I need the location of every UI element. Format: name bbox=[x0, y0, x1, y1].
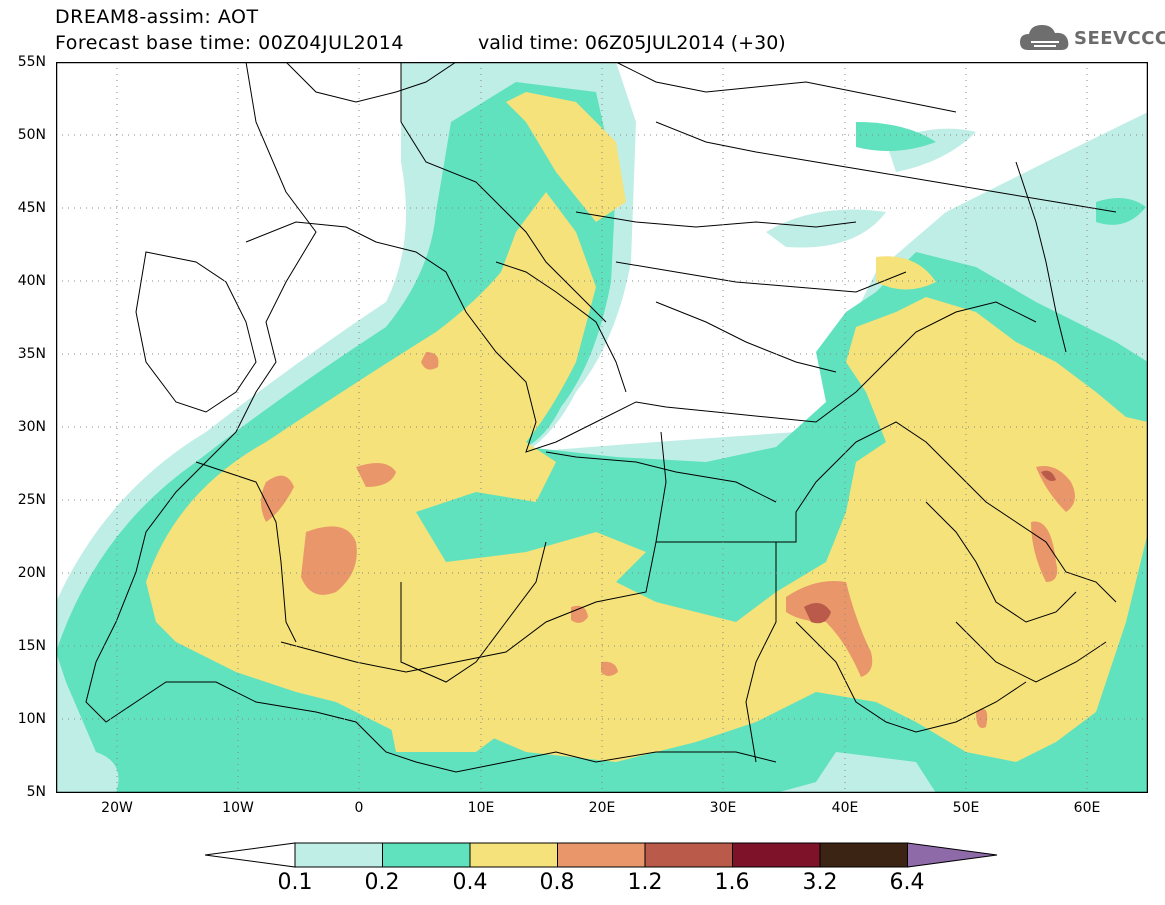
lat-label-45n: 45N bbox=[17, 200, 46, 216]
lat-label-5n: 5N bbox=[26, 784, 46, 800]
colorbar-label-0.2: 0.2 bbox=[364, 870, 400, 895]
country-boundaries bbox=[85, 62, 1117, 773]
colorbar-segment-0.1 bbox=[294, 842, 383, 868]
lat-label-20n: 20N bbox=[17, 565, 46, 581]
colorbar-segment-0.2 bbox=[382, 842, 471, 868]
colorbar-segment-1.2 bbox=[644, 842, 733, 868]
cloud-icon bbox=[1020, 25, 1069, 50]
lon-label-40e: 40E bbox=[831, 800, 859, 816]
lon-label-20e: 20E bbox=[588, 800, 616, 816]
lat-label-15n: 15N bbox=[17, 638, 46, 654]
map-gridlines bbox=[56, 62, 1148, 793]
colorbar-segment-3.2 bbox=[819, 842, 908, 868]
colorbar-label-1.6: 1.6 bbox=[714, 870, 750, 895]
logo-text: SEEVCCC bbox=[1074, 28, 1165, 49]
colorbar bbox=[205, 842, 998, 868]
colorbar-segment-0.8 bbox=[557, 842, 646, 868]
lat-label-30n: 30N bbox=[17, 419, 46, 435]
lon-label-10w: 10W bbox=[222, 800, 254, 816]
lat-label-25n: 25N bbox=[17, 492, 46, 508]
colorbar-label-0.8: 0.8 bbox=[539, 870, 575, 895]
colorbar-segment-1.6 bbox=[732, 842, 821, 868]
lon-label-0: 0 bbox=[354, 800, 364, 816]
colorbar-segment-below bbox=[205, 842, 296, 868]
lat-label-50n: 50N bbox=[17, 127, 46, 143]
colorbar-label-3.2: 3.2 bbox=[802, 870, 838, 895]
colorbar-label-1.2: 1.2 bbox=[627, 870, 663, 895]
seevccc-logo: SEEVCCC bbox=[1018, 22, 1165, 58]
lon-label-50e: 50E bbox=[952, 800, 980, 816]
colorbar-label-0.4: 0.4 bbox=[452, 870, 488, 895]
lat-label-10n: 10N bbox=[17, 711, 46, 727]
colorbar-label-6.4: 6.4 bbox=[889, 870, 925, 895]
colorbar-segment-0.4 bbox=[469, 842, 558, 868]
lat-label-55n: 55N bbox=[17, 54, 46, 70]
lat-label-40n: 40N bbox=[17, 273, 46, 289]
chart-title: DREAM8-assim: AOT bbox=[55, 6, 259, 28]
aot-map bbox=[56, 62, 1148, 793]
aot-level-1.2 bbox=[804, 470, 1056, 624]
forecast-base-time: Forecast base time: 00Z04JUL2014 bbox=[55, 32, 404, 54]
lon-label-10e: 10E bbox=[467, 800, 495, 816]
colorbar-segment-above bbox=[907, 842, 998, 868]
lat-label-35n: 35N bbox=[17, 346, 46, 362]
lon-label-30e: 30E bbox=[709, 800, 737, 816]
lon-label-20w: 20W bbox=[101, 800, 133, 816]
valid-time: valid time: 06Z05JUL2014 (+30) bbox=[478, 32, 786, 54]
colorbar-label-0.1: 0.1 bbox=[277, 870, 313, 895]
lon-label-60e: 60E bbox=[1073, 800, 1101, 816]
